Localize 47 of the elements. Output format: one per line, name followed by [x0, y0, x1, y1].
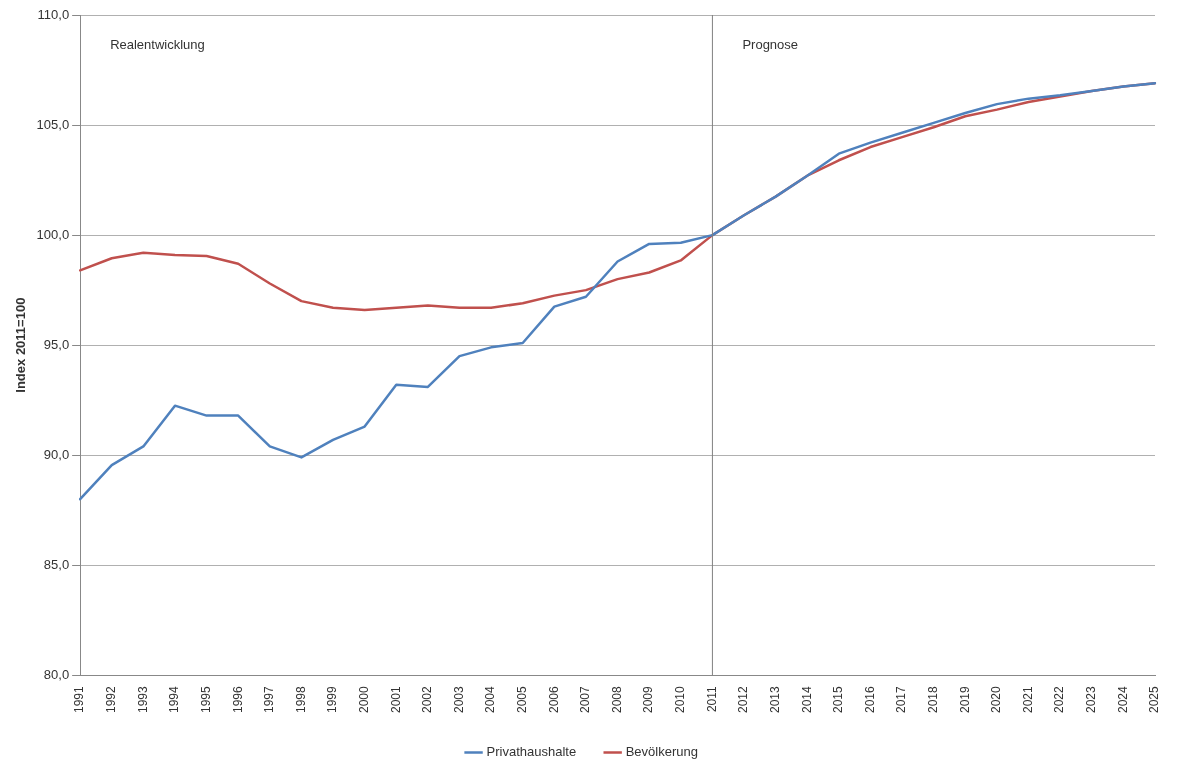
x-tick-label: 2020 — [989, 685, 1004, 714]
legend-label: Bevölkerung — [625, 744, 698, 760]
x-tick-label: 1992 — [104, 685, 119, 714]
x-tick-label: 2021 — [1020, 685, 1035, 714]
x-tick-label: 2025 — [1147, 685, 1162, 714]
x-tick-label: 2017 — [894, 685, 909, 714]
x-tick-label: 1995 — [198, 685, 213, 714]
x-tick-label: 2003 — [451, 685, 466, 714]
x-tick-label: 2009 — [641, 685, 656, 714]
x-tick-label: 2014 — [799, 685, 814, 714]
x-tick-label: 1997 — [262, 685, 277, 714]
x-tick-label: 2023 — [1084, 685, 1099, 714]
x-tick-label: 2019 — [957, 685, 972, 714]
y-tick-label: 100,0 — [36, 226, 70, 242]
x-tick-label: 2002 — [420, 685, 435, 714]
annotation: Prognose — [742, 36, 799, 52]
y-axis-title: Index 2011=100 — [13, 297, 29, 393]
x-tick-label: 2016 — [862, 685, 877, 714]
y-tick-label: 85,0 — [43, 556, 70, 572]
x-tick-label: 2001 — [388, 685, 403, 714]
x-tick-label: 2013 — [767, 685, 782, 714]
x-tick-label: 1994 — [167, 685, 182, 714]
x-tick-label: 1993 — [135, 685, 150, 714]
y-tick-label: 80,0 — [43, 666, 70, 682]
x-tick-label: 1991 — [72, 685, 87, 714]
x-tick-label: 2011 — [704, 685, 719, 713]
x-tick-label: 2007 — [578, 685, 593, 714]
x-tick-label: 2004 — [483, 685, 498, 714]
x-tick-label: 1999 — [325, 685, 340, 714]
x-tick-label: 2015 — [831, 685, 846, 714]
x-tick-label: 2000 — [356, 685, 371, 714]
y-tick-label: 110,0 — [37, 6, 70, 22]
annotation: Realentwicklung — [110, 36, 205, 52]
y-tick-label: 105,0 — [36, 116, 70, 132]
x-tick-label: 2006 — [546, 685, 561, 714]
y-tick-label: 95,0 — [43, 336, 70, 352]
x-tick-label: 1996 — [230, 685, 245, 714]
x-tick-label: 2012 — [736, 685, 751, 714]
x-tick-label: 2008 — [609, 685, 624, 714]
y-tick-label: 90,0 — [43, 446, 70, 462]
x-tick-label: 2024 — [1115, 685, 1130, 714]
x-tick-label: 2018 — [926, 685, 941, 714]
x-tick-label: 2022 — [1052, 685, 1067, 714]
x-tick-label: 1998 — [293, 685, 308, 714]
x-tick-label: 2005 — [515, 685, 530, 714]
x-tick-label: 2010 — [673, 685, 688, 714]
legend-label: Privathaushalte — [486, 744, 577, 760]
